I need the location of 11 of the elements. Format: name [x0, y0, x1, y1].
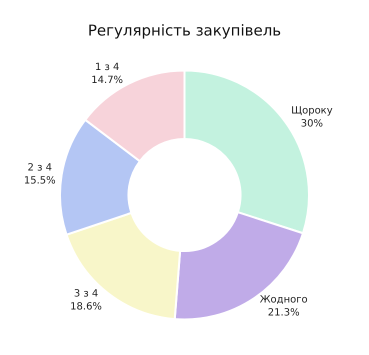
- chart-title: Регулярність закупівель: [88, 21, 282, 40]
- data-label: 18.6%: [70, 302, 102, 313]
- data-label: 21.3%: [268, 308, 300, 319]
- data-label: 15.5%: [24, 176, 56, 187]
- slice-label: Жодного: [260, 294, 308, 306]
- slice-label: 1 з 4: [94, 62, 120, 73]
- slice-label: 3 з 4: [74, 288, 98, 300]
- data-label: 30%: [300, 118, 324, 130]
- slice-label: Щороку: [291, 106, 333, 117]
- data-label: 14.7%: [91, 74, 124, 86]
- slice-label: 2 з 4: [28, 162, 52, 174]
